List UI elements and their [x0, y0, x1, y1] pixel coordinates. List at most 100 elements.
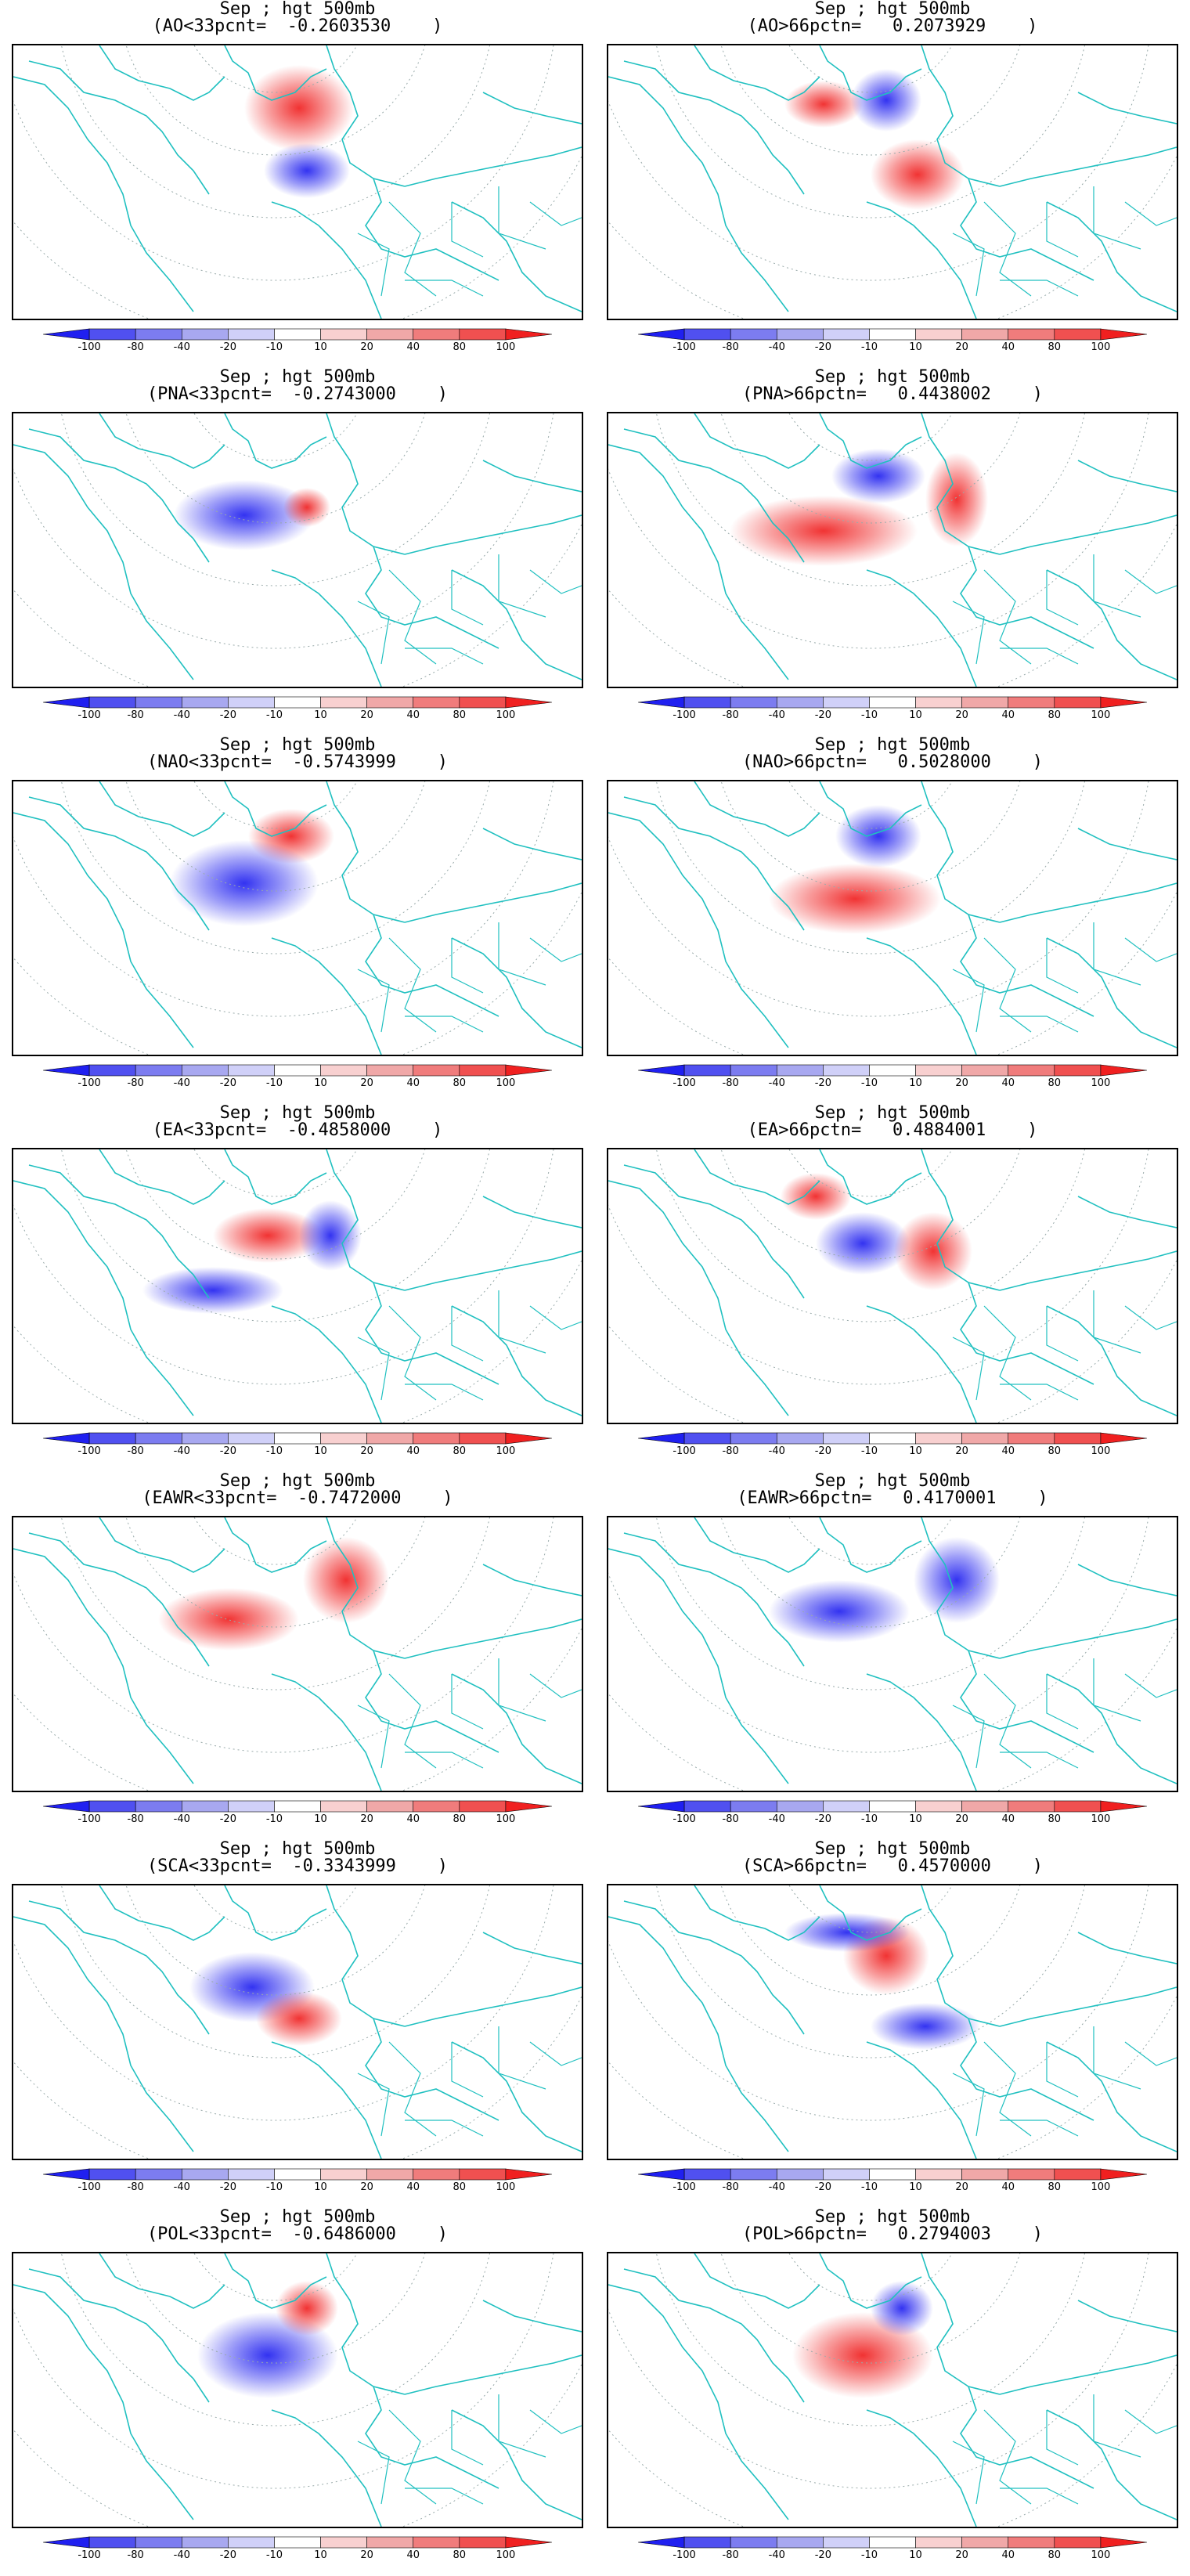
colorbar-segment: [43, 696, 90, 709]
colorbar-segment: [88, 2536, 136, 2549]
colorbar-segment: [505, 328, 552, 341]
negative-anomaly: [299, 1200, 362, 1271]
colorbar-tick-label: 10: [909, 2549, 922, 2561]
coastline: [451, 2041, 582, 2152]
country-border: [357, 969, 390, 1033]
country-border: [1000, 1752, 1079, 1769]
country-border: [1124, 937, 1177, 962]
panel-title: Sep ; hgt 500mb: [219, 1839, 376, 1859]
country-border: [451, 202, 484, 258]
coastline: [404, 514, 582, 555]
map-frame: 52805360544055205600568057605840: [607, 1148, 1178, 1424]
colorbar-segment: [274, 1064, 321, 1077]
colorbar-tick-label: -10: [860, 709, 878, 721]
colorbar-segment: [869, 1432, 916, 1445]
colorbar-ticks: -100 -80 -40 -20 -10 10 20 40 80 100: [638, 709, 1147, 725]
colorbar-segment: [683, 2536, 731, 2549]
country-border: [357, 2441, 390, 2505]
coastline: [819, 2253, 922, 2309]
colorbar-tick-label: -20: [219, 1445, 236, 1457]
coastline: [960, 2018, 1094, 2121]
colorbar-segment: [320, 2168, 367, 2181]
coastline: [365, 2018, 499, 2121]
country-border: [1046, 1674, 1079, 1730]
colorbar-tick-label: 100: [1091, 2181, 1111, 2193]
colorbar-segment: [1100, 1432, 1147, 1445]
colorbar-tick-label: -10: [860, 2181, 878, 2193]
colorbar-segment: [730, 1800, 777, 1813]
negative-anomaly: [831, 449, 925, 503]
positive-anomaly: [256, 1991, 342, 2046]
positive-anomaly: [769, 864, 941, 934]
colorbar-tick-label: -100: [673, 2181, 696, 2193]
colorbar-tick-label: 10: [314, 1077, 327, 1089]
map-panel: Sep ; hgt 500mb (EAWR<33pcnt= -0.7472000 …: [0, 1472, 595, 1840]
coastline: [99, 2253, 225, 2309]
colorbar-segment: [1100, 328, 1147, 341]
map-frame: 52805360544055205600568057605840: [12, 2252, 583, 2528]
colorbar-tick-label: 100: [1091, 1077, 1111, 1089]
coastline: [224, 2253, 327, 2309]
colorbar-tick-label: 10: [314, 341, 327, 353]
country-border: [983, 2409, 1032, 2505]
latitude-circle: [61, 2253, 490, 2426]
coastline: [404, 1618, 582, 1659]
colorbar-segment: [320, 696, 367, 709]
colorbar-segment: [776, 1432, 824, 1445]
colorbar-tick-label: -10: [265, 709, 283, 721]
colorbar-tick-label: -100: [78, 709, 101, 721]
colorbar-segment: [228, 696, 275, 709]
coastline: [326, 781, 406, 923]
coastline: [1077, 2300, 1177, 2332]
coastline: [623, 1532, 805, 1667]
colorbar-tick-label: -80: [127, 1813, 144, 1825]
latitude-circle: [13, 1149, 554, 1385]
country-border: [405, 648, 484, 665]
coastline: [365, 2386, 499, 2489]
colorbar-segment: [88, 328, 136, 341]
map-panel: Sep ; hgt 500mb (NAO<33pcnt= -0.5743999 )…: [0, 736, 595, 1104]
latitude-circle: [13, 1259, 582, 1423]
colorbar-segment: [776, 1800, 824, 1813]
colorbar-tick-label: 100: [496, 1077, 516, 1089]
colorbar-segment: [413, 1064, 460, 1077]
colorbar-tick-label: 10: [909, 2181, 922, 2193]
colorbar-segment: [961, 2536, 1009, 2549]
colorbar-tick-label: -20: [219, 1813, 236, 1825]
colorbar-tick-label: 100: [496, 2549, 516, 2561]
coastline: [819, 781, 922, 837]
country-border: [388, 2041, 437, 2137]
map-frame: 52805360544055205600568057605840: [607, 1884, 1178, 2160]
coastline: [819, 1517, 922, 1573]
country-border: [952, 2073, 985, 2137]
colorbar-tick-label: -10: [860, 341, 878, 353]
colorbar-tick-label: -100: [673, 341, 696, 353]
colorbar-segment: [505, 1064, 552, 1077]
latitude-circle: [656, 2253, 1085, 2426]
colorbar-tick-label: 80: [1048, 1445, 1062, 1457]
country-border: [451, 1306, 484, 1362]
colorbar-tick-label: 100: [496, 2181, 516, 2193]
country-border: [1000, 1016, 1079, 1033]
colorbar-segment: [135, 2168, 182, 2181]
map-frame: 52805360544055205600568057605840: [607, 1516, 1178, 1792]
country-border: [405, 1384, 484, 1401]
coastline: [999, 882, 1177, 923]
latitude-circle: [13, 1885, 554, 2121]
colorbar-segment: [823, 2536, 870, 2549]
coastline: [1077, 92, 1177, 124]
latitude-circle: [788, 2253, 953, 2301]
colorbar-tick-label: 20: [955, 1445, 968, 1457]
coastline: [921, 1885, 1001, 2027]
colorbar: [43, 696, 552, 709]
colorbar-tick-label: 40: [1001, 1445, 1015, 1457]
coastline: [224, 413, 327, 469]
country-border: [529, 201, 582, 226]
colorbar-segment: [366, 1800, 414, 1813]
colorbar-tick-label: 10: [909, 1813, 922, 1825]
colorbar-segment: [915, 2536, 962, 2549]
coastline: [694, 1517, 820, 1573]
colorbar-segment: [823, 1800, 870, 1813]
colorbar-segment: [43, 2168, 90, 2181]
negative-anomaly: [871, 2281, 933, 2336]
